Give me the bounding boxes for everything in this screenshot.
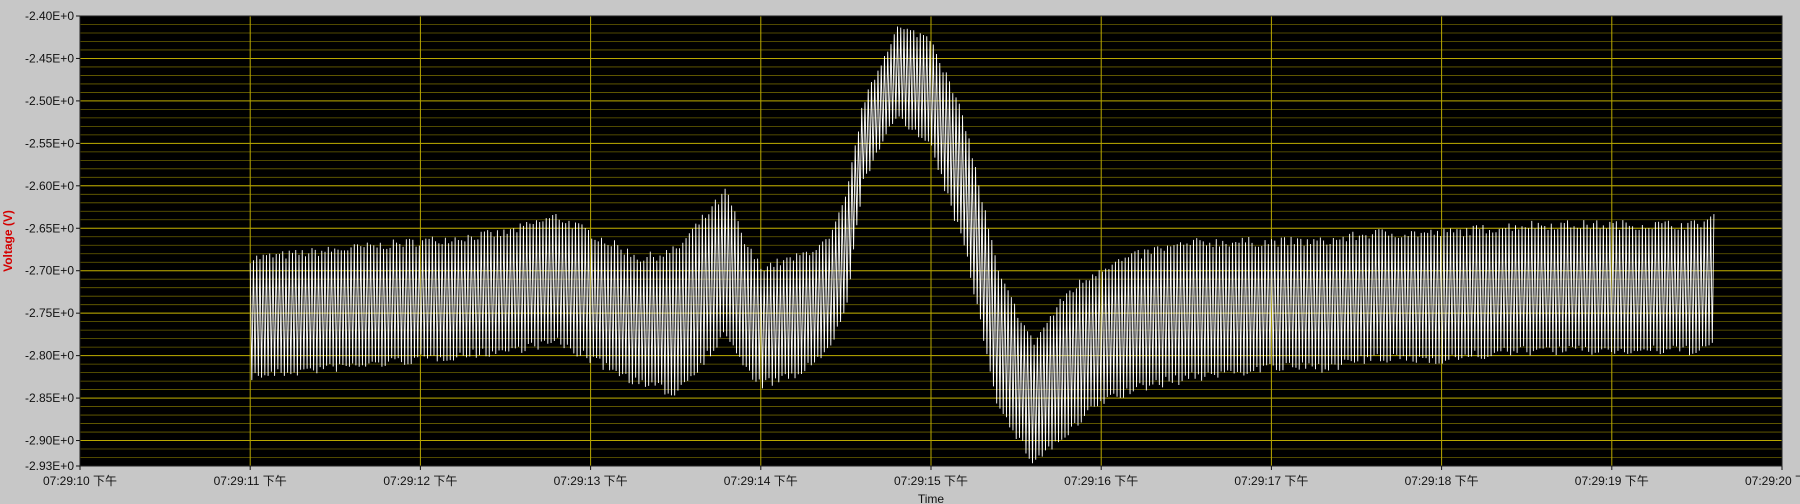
x-axis-label: Time (918, 492, 945, 504)
y-tick-label: -2.50E+0 (25, 94, 74, 108)
y-tick-label: -2.90E+0 (25, 434, 74, 448)
x-tick-label: 07:29:14 下午 (724, 474, 798, 488)
x-tick-label: 07:29:15 下午 (894, 474, 968, 488)
y-tick-label: -2.60E+0 (25, 179, 74, 193)
x-tick-label: 07:29:19 下午 (1575, 474, 1649, 488)
x-tick-label: 07:29:17 下午 (1234, 474, 1308, 488)
y-tick-label: -2.55E+0 (25, 136, 74, 150)
y-tick-label: -2.45E+0 (25, 51, 74, 65)
signal-trace (249, 26, 1715, 464)
signal-series (249, 26, 1715, 464)
y-tick-label: -2.65E+0 (25, 221, 74, 235)
y-tick-label: -2.70E+0 (25, 264, 74, 278)
y-axis-ticks: -2.40E+0 -2.45E+0 -2.50E+0 -2.55E+0 -2.60E+0… (25, 9, 80, 473)
x-tick-label: 07:29:16 下午 (1064, 474, 1138, 488)
y-tick-label: -2.85E+0 (25, 391, 74, 405)
y-tick-label: -2.80E+0 (25, 349, 74, 363)
x-tick-label: 07:29:11 下午 (214, 474, 287, 488)
x-tick-label: 07:29:10 下午 (43, 474, 117, 488)
y-tick-label: -2.40E+0 (25, 9, 74, 23)
x-tick-label: 07:29:13 下午 (554, 474, 628, 488)
x-tick-label: 07:29:12 下午 (383, 474, 457, 488)
x-tick-label: 07:29:20 下午 (1745, 474, 1800, 488)
x-tick-label: 07:29:18 下午 (1405, 474, 1479, 488)
y-tick-label: -2.93E+0 (25, 459, 74, 473)
y-tick-label: -2.75E+0 (25, 306, 74, 320)
y-axis-label: Voltage (V) (1, 210, 15, 272)
x-axis-ticks: 07:29:10 下午 07:29:11 下午 07:29:12 下午 07:29:1… (43, 466, 1800, 488)
